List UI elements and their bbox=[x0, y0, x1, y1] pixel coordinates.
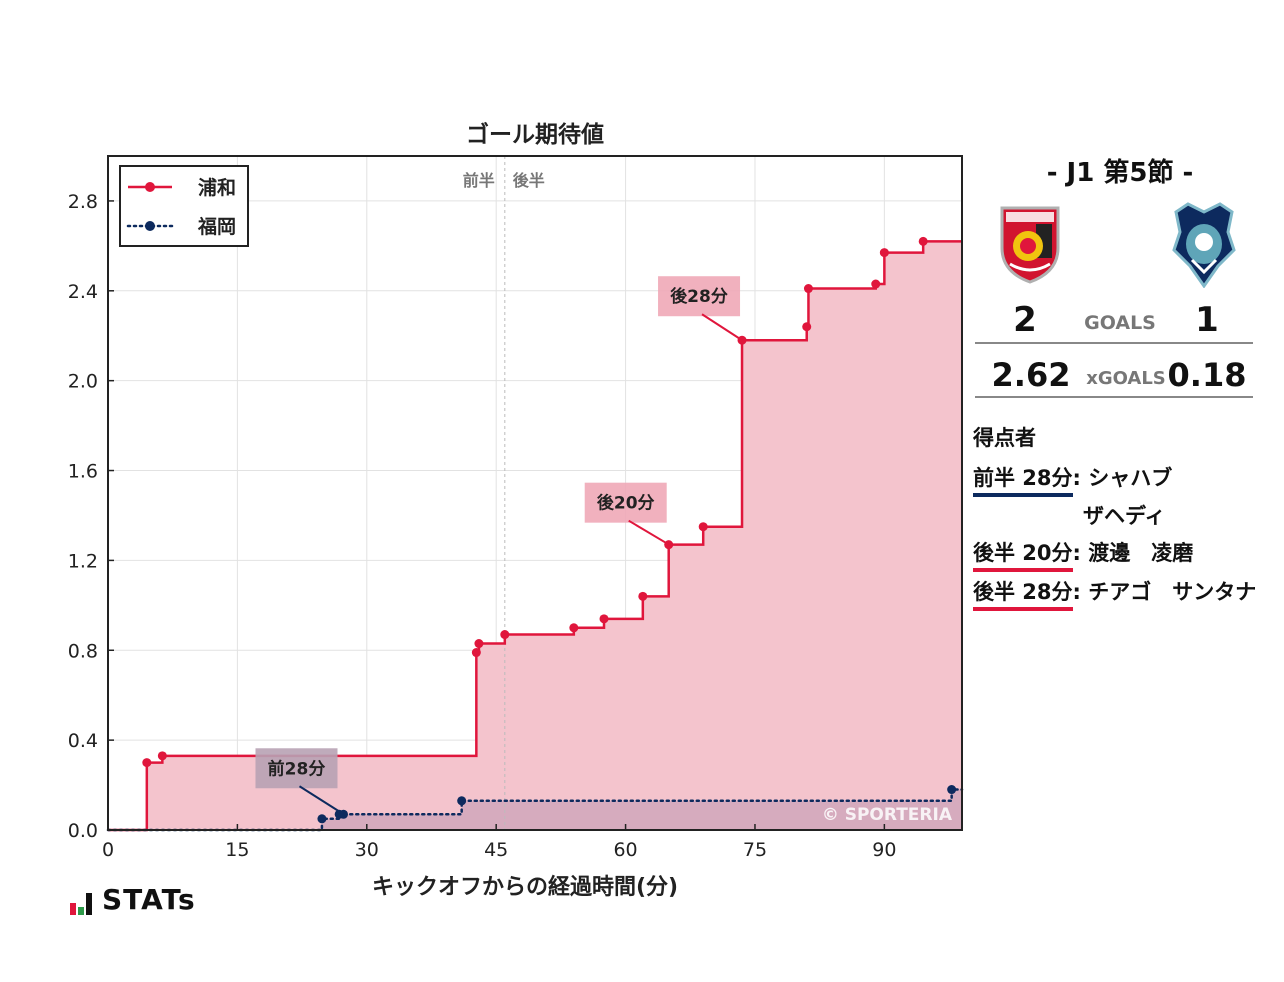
area-福岡 bbox=[108, 789, 962, 830]
point-浦和 bbox=[599, 614, 609, 624]
annotation-label-3: 前28分 bbox=[268, 758, 326, 779]
scorer-1: 前半 28分: シャハブ bbox=[973, 462, 1172, 497]
annotation-box-2 bbox=[584, 482, 667, 523]
away-goals: 1 bbox=[1195, 300, 1219, 340]
x-tick-label: 0 bbox=[102, 839, 114, 861]
xgoals-label: xGOALS bbox=[1086, 368, 1166, 389]
first-half-label: 前半 bbox=[463, 171, 495, 190]
scorer-3-name: チアゴ サンタナ bbox=[1088, 580, 1257, 604]
point-浦和 bbox=[918, 236, 928, 246]
x-tick-label: 15 bbox=[225, 839, 249, 861]
y-tick-label: 1.6 bbox=[68, 461, 98, 483]
scorer-2-time: 後半 20分 bbox=[973, 537, 1073, 572]
point-福岡 bbox=[338, 809, 348, 819]
legend-marker-浦和 bbox=[145, 182, 155, 192]
annotation-box-1 bbox=[658, 276, 741, 317]
scorer-1-name-line2: ザヘディ bbox=[1083, 504, 1166, 528]
second-half-label: 後半 bbox=[513, 171, 545, 190]
point-浦和 bbox=[569, 623, 579, 633]
legend-marker-福岡 bbox=[145, 221, 155, 231]
home-team-crest-icon bbox=[1000, 206, 1060, 284]
point-福岡 bbox=[457, 796, 467, 806]
stats-logo-text: STATs bbox=[102, 883, 196, 916]
plot-frame bbox=[107, 155, 963, 831]
xgoals-row: 2.62 xGOALS 0.18 bbox=[975, 352, 1253, 398]
scorer-2-name: 渡邊 凌磨 bbox=[1088, 541, 1194, 565]
x-tick-label: 45 bbox=[484, 839, 508, 861]
x-tick-label: 75 bbox=[743, 839, 767, 861]
y-tick-label: 2.4 bbox=[68, 281, 98, 303]
point-浦和 bbox=[142, 758, 152, 768]
y-tick-label: 0.0 bbox=[68, 820, 98, 842]
x-axis-label: キックオフからの経過時間(分) bbox=[372, 874, 678, 900]
x-tick-label: 60 bbox=[613, 839, 637, 861]
match-title: - J1 第5節 - bbox=[1046, 158, 1194, 188]
y-tick-label: 1.2 bbox=[68, 550, 98, 572]
y-tick-label: 0.4 bbox=[68, 730, 98, 752]
point-浦和 bbox=[737, 335, 747, 345]
point-浦和 bbox=[802, 322, 812, 332]
annotation-pointer-2 bbox=[628, 519, 667, 544]
annotation-pointer-3 bbox=[298, 785, 342, 814]
point-浦和 bbox=[500, 630, 510, 640]
point-浦和 bbox=[871, 279, 881, 289]
stats-bars-icon bbox=[70, 893, 94, 915]
point-浦和 bbox=[157, 751, 167, 761]
point-浦和 bbox=[638, 591, 648, 601]
watermark: © SPORTERIA bbox=[822, 805, 953, 825]
goals-row: 2 GOALS 1 bbox=[975, 298, 1253, 344]
away-xg: 0.18 bbox=[1167, 356, 1247, 394]
scorer-3: 後半 28分: チアゴ サンタナ bbox=[973, 576, 1256, 611]
area-浦和 bbox=[108, 241, 962, 830]
legend-box bbox=[119, 165, 249, 247]
y-tick-label: 0.8 bbox=[68, 640, 98, 662]
point-浦和 bbox=[474, 639, 484, 649]
annotation-label-2: 後20分 bbox=[597, 493, 655, 514]
scorers-title: 得点者 bbox=[973, 426, 1036, 450]
annotation-pointer-1 bbox=[701, 313, 740, 340]
point-福岡 bbox=[317, 814, 327, 824]
chart-title: ゴール期待値 bbox=[466, 121, 604, 148]
point-福岡 bbox=[947, 785, 957, 795]
goals-label: GOALS bbox=[1084, 312, 1156, 334]
point-浦和 bbox=[698, 522, 708, 532]
legend-label-浦和: 浦和 bbox=[198, 176, 236, 199]
annotation-box-3 bbox=[255, 748, 338, 789]
scorer-3-time: 後半 28分 bbox=[973, 576, 1073, 611]
y-tick-label: 2.8 bbox=[68, 191, 98, 213]
point-浦和 bbox=[803, 284, 813, 294]
home-xg: 2.62 bbox=[991, 356, 1071, 394]
scorer-1-time: 前半 28分 bbox=[973, 462, 1073, 497]
point-浦和 bbox=[664, 540, 674, 550]
scorer-1-name: シャハブ bbox=[1088, 466, 1173, 490]
point-浦和 bbox=[879, 248, 889, 258]
stats-logo: STATs bbox=[70, 885, 196, 915]
annotation-label-1: 後28分 bbox=[670, 286, 728, 307]
point-浦和 bbox=[471, 648, 481, 658]
home-goals: 2 bbox=[1013, 300, 1037, 340]
legend-label-福岡: 福岡 bbox=[197, 215, 236, 238]
x-tick-label: 30 bbox=[355, 839, 379, 861]
scorer-2: 後半 20分: 渡邊 凌磨 bbox=[973, 537, 1193, 572]
x-tick-label: 90 bbox=[872, 839, 896, 861]
away-team-crest-icon bbox=[1172, 202, 1236, 288]
y-tick-label: 2.0 bbox=[68, 371, 98, 393]
